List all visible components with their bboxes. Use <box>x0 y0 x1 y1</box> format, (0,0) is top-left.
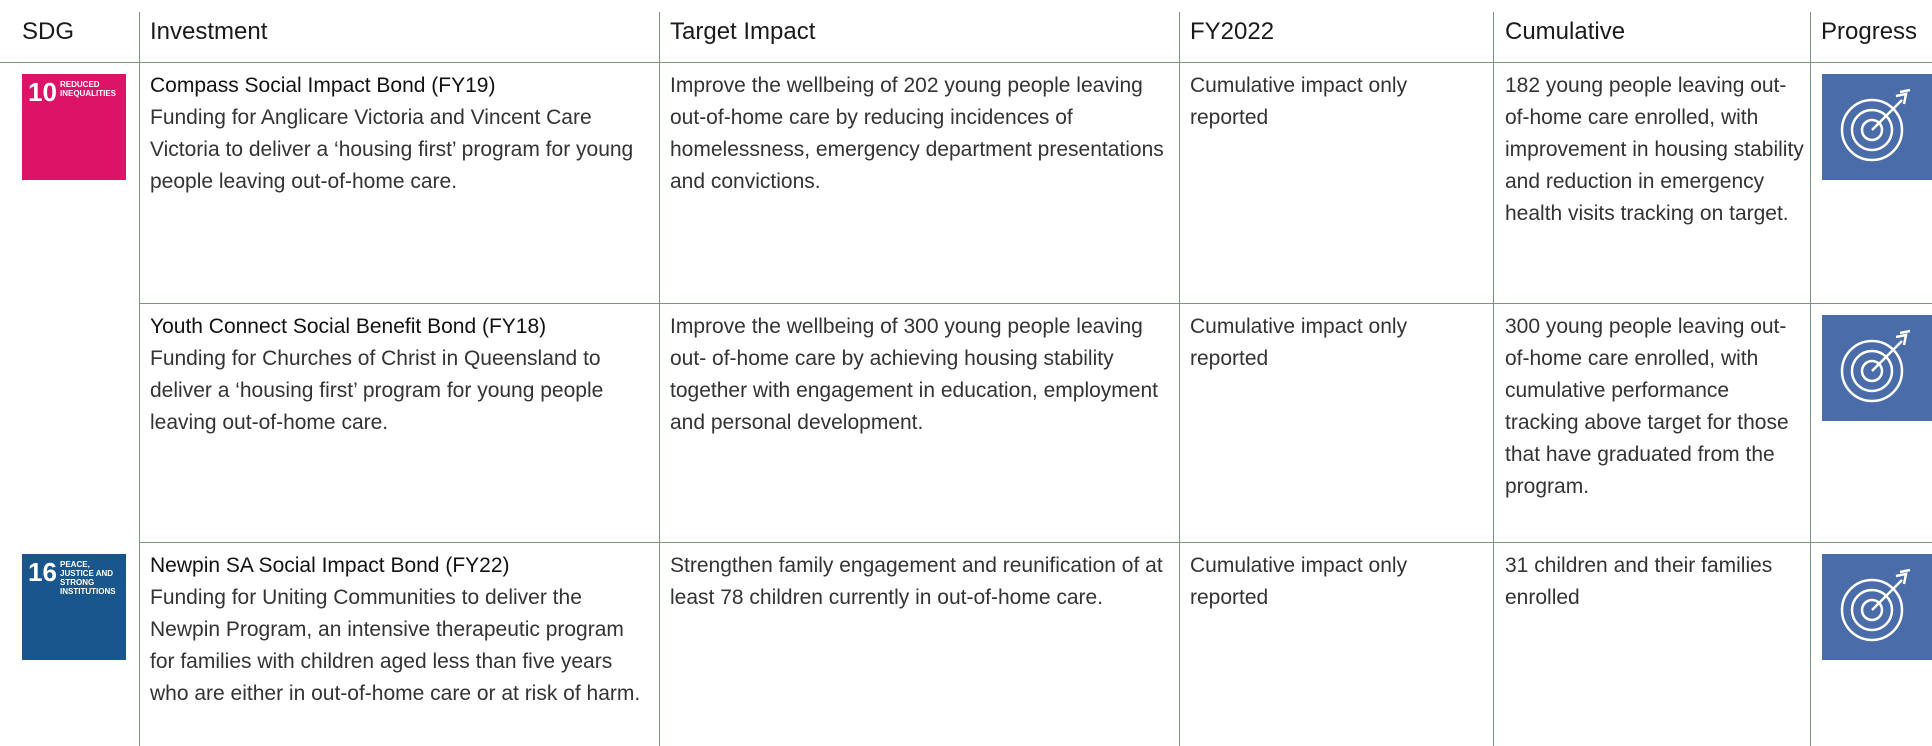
investment-cell: Newpin SA Social Impact Bond (FY22) Fundi… <box>150 550 645 710</box>
column-header: Progress <box>1821 18 1918 45</box>
progress-icon <box>1822 74 1932 180</box>
sdg-number: 16 <box>28 557 57 587</box>
row-divider <box>139 303 1932 304</box>
target-impact: Strengthen family engagement and reunifi… <box>670 554 1163 609</box>
cumulative: 31 children and their families enrolled <box>1505 554 1773 609</box>
investment-description: Funding for Uniting Communities to deliv… <box>150 586 641 705</box>
cumulative: 300 young people leaving out-of-home car… <box>1505 315 1789 498</box>
target-impact: Improve the wellbeing of 202 young peopl… <box>670 74 1164 193</box>
header-divider <box>0 62 1932 63</box>
investment-title: Youth Connect Social Benefit Bond (FY18) <box>150 315 547 338</box>
target-impact: Improve the wellbeing of 300 young peopl… <box>670 315 1158 434</box>
column-divider <box>1810 12 1811 746</box>
row-divider <box>139 542 1932 543</box>
sdg-label: REDUCED INEQUALITIES <box>60 80 117 98</box>
column-header: SDG <box>22 18 75 45</box>
target-icon <box>1840 329 1911 403</box>
investment-title: Newpin SA Social Impact Bond (FY22) <box>150 554 510 577</box>
investment-title: Compass Social Impact Bond (FY19) <box>150 74 496 97</box>
fy2022: Cumulative impact only reported <box>1190 315 1408 370</box>
column-divider <box>1179 12 1180 746</box>
progress-icon <box>1822 554 1932 660</box>
column-header: Target Impact <box>670 18 816 45</box>
investment-cell: Compass Social Impact Bond (FY19) Funding… <box>150 70 645 198</box>
target-icon <box>1840 568 1911 642</box>
investment-description: Funding for Anglicare Victoria and Vince… <box>150 106 634 193</box>
investment-cell: Youth Connect Social Benefit Bond (FY18)… <box>150 311 645 439</box>
progress-icon <box>1822 315 1932 421</box>
column-divider <box>139 12 140 746</box>
fy2022: Cumulative impact only reported <box>1190 554 1408 609</box>
sdg-label: PEACE, JUSTICE AND STRONG INSTITUTIONS <box>60 560 116 596</box>
column-header: Cumulative <box>1505 18 1626 45</box>
investment-description: Funding for Churches of Christ in Queens… <box>150 347 604 434</box>
sdg-icon: 10 REDUCED INEQUALITIES <box>22 74 126 180</box>
cumulative: 182 young people leaving out-of-home car… <box>1505 74 1804 225</box>
target-icon <box>1840 88 1911 162</box>
column-divider <box>1493 12 1494 746</box>
sdg-number: 10 <box>28 77 57 107</box>
column-divider <box>659 12 660 746</box>
column-header: Investment <box>150 18 268 45</box>
sdg-icon: 16 PEACE, JUSTICE AND STRONG INSTITUTIONS <box>22 554 126 660</box>
fy2022: Cumulative impact only reported <box>1190 74 1408 129</box>
column-header: FY2022 <box>1190 18 1275 45</box>
